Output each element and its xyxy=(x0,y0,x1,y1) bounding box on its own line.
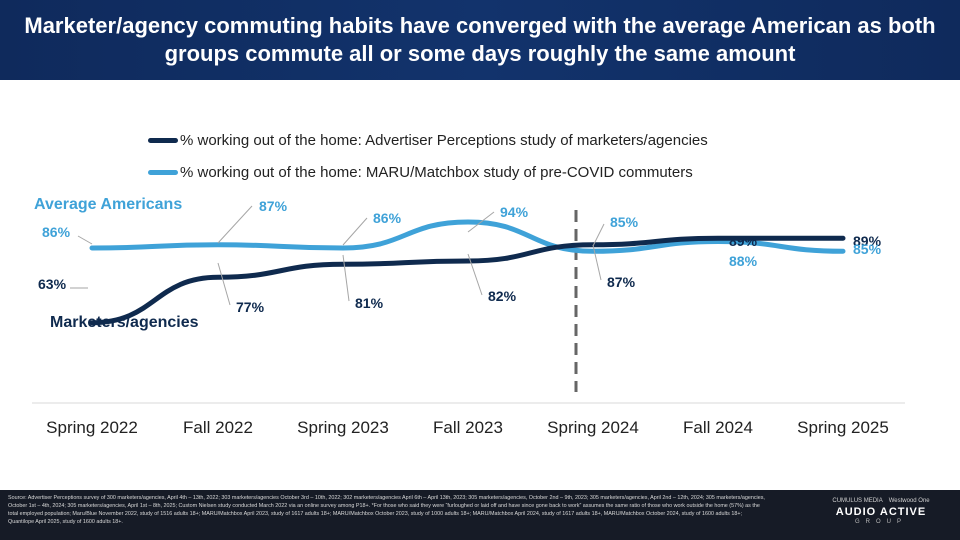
x-tick-label: Fall 2022 xyxy=(183,418,253,437)
data-label-leader xyxy=(342,217,368,246)
line-chart: Spring 2022 Fall 2022 Spring 2023 Fall 2023… xyxy=(32,196,905,437)
data-label-americans: 85% xyxy=(853,241,882,257)
data-label-americans: 94% xyxy=(500,204,529,220)
x-tick-label: Fall 2023 xyxy=(433,418,503,437)
title-banner: Marketer/agency commuting habits have co… xyxy=(0,0,960,80)
legend-label-marketers: % working out of the home: Advertiser Pe… xyxy=(180,131,708,149)
data-label-leader xyxy=(592,223,605,247)
data-label-leader xyxy=(342,254,350,302)
x-tick-label: Spring 2022 xyxy=(46,418,138,437)
series-line-marketers xyxy=(89,235,846,326)
source-note: Source: Advertiser Perceptions survey of… xyxy=(8,495,765,525)
data-label-americans: 88% xyxy=(729,253,758,269)
x-tick-label: Spring 2023 xyxy=(297,418,389,437)
legend-item-americans: % working out of the home: MARU/Matchbox… xyxy=(148,160,708,184)
group-label-marketers: Marketers/agencies xyxy=(50,314,199,331)
data-label-marketers: 77% xyxy=(236,299,265,315)
legend-label-americans: % working out of the home: MARU/Matchbox… xyxy=(180,163,693,181)
data-label-americans: 86% xyxy=(42,224,71,240)
data-label-marketers: 87% xyxy=(607,274,636,290)
x-tick-label: Spring 2024 xyxy=(547,418,639,437)
data-label-americans: 85% xyxy=(610,214,639,230)
data-label-leader xyxy=(217,205,253,244)
chart-legend: % working out of the home: Advertiser Pe… xyxy=(148,128,708,192)
data-label-americans: 87% xyxy=(259,198,288,214)
data-label-marketers: 89% xyxy=(853,233,882,249)
data-label-leader xyxy=(467,253,483,296)
x-tick-label: Fall 2024 xyxy=(683,418,753,437)
series-line-americans xyxy=(89,219,846,254)
cumulus-logo-text: CUMULUS MEDIA xyxy=(832,498,883,504)
footer: Source: Advertiser Perceptions survey of… xyxy=(0,490,960,540)
audio-active-group-logo: CUMULUS MEDIA Westwood One AUDIO ACTIVE … xyxy=(816,498,946,525)
data-label-leader xyxy=(77,235,93,245)
data-label-marketers: 63% xyxy=(38,276,67,292)
logo-sub: GROUP xyxy=(854,519,907,525)
logo-name: AUDIO ACTIVE xyxy=(835,506,927,518)
data-label-marketers: 81% xyxy=(355,295,384,311)
legend-item-marketers: % working out of the home: Advertiser Pe… xyxy=(148,128,708,152)
westwood-one-logo-text: Westwood One xyxy=(888,498,930,504)
data-label-leader xyxy=(467,211,495,233)
data-label-marketers: 89% xyxy=(729,233,758,249)
page-title: Marketer/agency commuting habits have co… xyxy=(24,13,936,66)
data-label-leader xyxy=(592,244,602,281)
data-label-marketers: 82% xyxy=(488,288,517,304)
legend-swatch-americans xyxy=(148,169,178,175)
data-label-americans: 86% xyxy=(373,210,402,226)
data-label-leader xyxy=(217,262,231,306)
group-label-americans: Average Americans xyxy=(34,196,182,213)
x-tick-label: Spring 2025 xyxy=(797,418,889,437)
legend-swatch-marketers xyxy=(148,137,178,143)
